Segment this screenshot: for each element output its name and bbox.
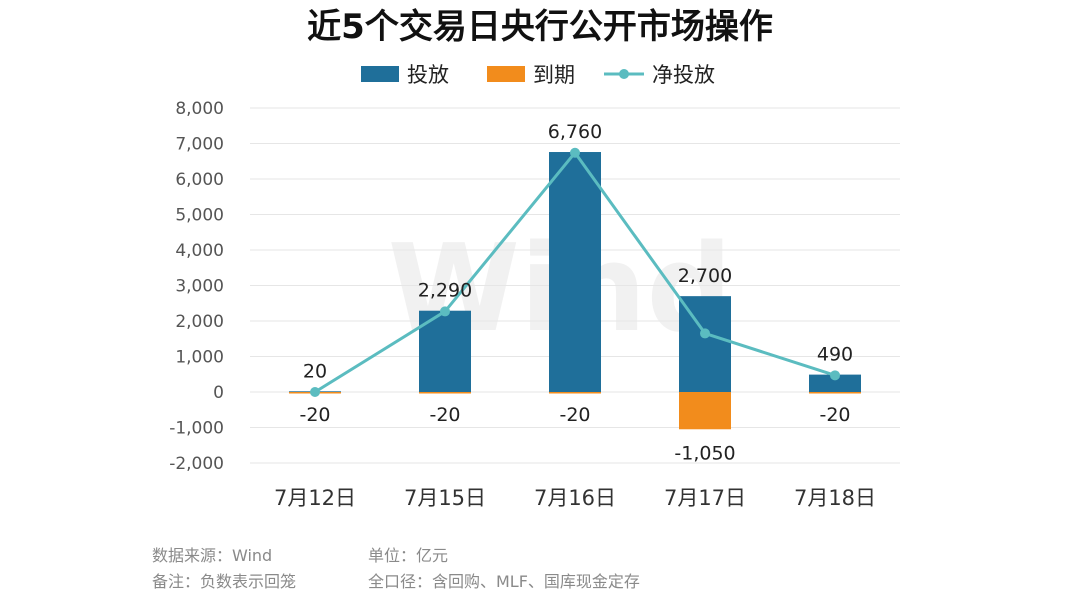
y-tick-label: 7,000 xyxy=(175,135,224,155)
net-point xyxy=(570,147,580,158)
y-tick-label: 3,000 xyxy=(175,277,224,297)
chart-title: 近5个交易日央行公开市场操作 xyxy=(307,7,773,47)
x-tick-label: 7月15日 xyxy=(404,486,486,510)
data-label-inflow: 6,760 xyxy=(548,121,602,143)
net-point xyxy=(700,328,710,339)
net-line-series xyxy=(310,147,840,397)
y-tick-label: 8,000 xyxy=(175,99,224,119)
y-tick-label: 2,000 xyxy=(175,312,224,332)
footnote-scope: 全口径：含回购、MLF、国库现金定存 xyxy=(368,572,640,591)
bar-outflow xyxy=(679,392,731,430)
bar-outflow xyxy=(809,392,861,394)
legend-swatch-inflow xyxy=(361,66,399,82)
footnote-unit: 单位：亿元 xyxy=(368,546,449,565)
bar-outflow xyxy=(549,392,601,394)
net-point xyxy=(830,370,840,381)
y-tick-label: -2,000 xyxy=(169,454,224,474)
y-tick-label: 1,000 xyxy=(175,348,224,368)
y-axis: 8,000 7,000 6,000 5,000 4,000 3,000 2,000 1,000… xyxy=(169,99,224,474)
x-tick-label: 7月16日 xyxy=(534,486,616,510)
data-label-outflow: -1,050 xyxy=(674,442,735,464)
data-label-outflow: -20 xyxy=(559,404,590,426)
bar-inflow xyxy=(419,310,471,392)
data-label-outflow: -20 xyxy=(299,404,330,426)
data-label-inflow: 2,290 xyxy=(418,280,472,302)
data-label-inflow: 490 xyxy=(817,344,853,366)
footnote-note: 备注：负数表示回笼 xyxy=(152,572,297,591)
y-tick-label: 4,000 xyxy=(175,241,224,261)
y-tick-label: 5,000 xyxy=(175,206,224,226)
y-tick-label: 6,000 xyxy=(175,170,224,190)
data-labels: 20 -20 2,290 -20 6,760 -20 2,700 -1,050 490 -20 xyxy=(299,121,853,464)
legend-label-net: 净投放 xyxy=(652,63,715,87)
x-axis: 7月12日 7月15日 7月16日 7月17日 7月18日 xyxy=(274,486,876,510)
legend-label-outflow: 到期 xyxy=(533,63,575,87)
y-tick-label: -1,000 xyxy=(169,419,224,439)
data-label-inflow: 20 xyxy=(303,360,327,382)
x-tick-label: 7月18日 xyxy=(794,486,876,510)
x-tick-label: 7月12日 xyxy=(274,486,356,510)
legend-label-inflow: 投放 xyxy=(407,63,449,87)
legend-swatch-net-marker xyxy=(619,69,629,79)
legend-swatch-outflow xyxy=(487,66,525,82)
y-tick-label: 0 xyxy=(213,383,224,403)
footnote-source: 数据来源：Wind xyxy=(152,546,273,565)
bar-outflow xyxy=(419,392,471,394)
bar-inflow xyxy=(549,152,601,392)
net-point xyxy=(310,387,320,397)
bar-inflow xyxy=(809,374,861,392)
data-label-inflow: 2,700 xyxy=(678,265,732,287)
data-label-outflow: -20 xyxy=(429,404,460,426)
bar-inflow xyxy=(679,296,731,392)
net-point xyxy=(440,306,450,317)
x-tick-label: 7月17日 xyxy=(664,486,746,510)
legend: 投放 到期 净投放 xyxy=(361,63,715,87)
data-label-outflow: -20 xyxy=(819,404,850,426)
bars xyxy=(289,152,861,430)
